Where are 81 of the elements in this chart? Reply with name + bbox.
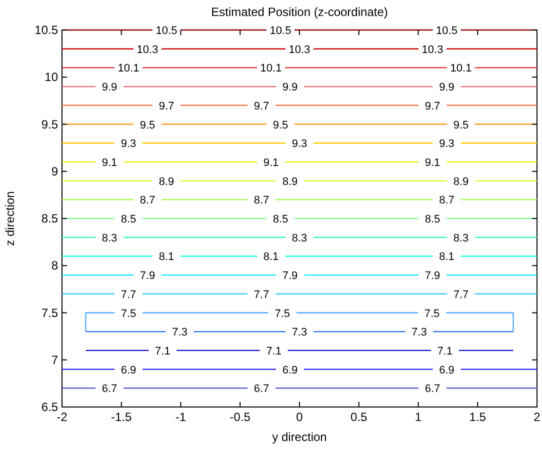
text: 7.3 [412,326,427,339]
text: 8.1 [263,251,279,264]
series-label: 9.9 [102,82,118,94]
text: 8.7 [254,194,270,207]
x-tick-label: -0.5 [230,410,251,424]
series-label: 10.1 [118,62,140,75]
series-label: 7.5 [120,308,136,320]
text: 9.7 [254,100,270,112]
text: 9.5 [272,119,288,132]
y-tick-label: 7 [51,352,58,367]
text: 8.7 [439,194,454,207]
text: 6.9 [282,364,298,376]
y-tick-label: 8 [51,258,58,273]
text: 9.1 [424,156,440,169]
series-label: 8.9 [158,176,174,188]
text: 9.5 [453,119,469,132]
text: 7.5 [424,308,440,320]
x-tick-label: 0.5 [350,410,368,424]
text: 10.3 [288,44,310,56]
y-tick-label: 8.5 [41,212,58,226]
series-label: 7.3 [172,326,188,339]
text: 7.5 [274,308,290,320]
series-label: 7.9 [140,270,156,282]
chart-title: Estimated Position (z-coordinate) [211,5,388,19]
text: 8.9 [282,176,298,188]
text: 9.1 [263,156,279,169]
series-label: 9.7 [158,100,174,112]
y-tick-label: 7.5 [41,306,58,320]
x-axis-title: y direction [272,430,327,444]
text: 7.7 [453,288,469,301]
text: 8.1 [439,251,454,264]
y-tick-label: 10.5 [34,23,58,37]
text: 6.7 [254,383,270,396]
text: 10.3 [422,44,444,56]
text: 7.7 [254,288,270,301]
text: 9.9 [439,82,454,94]
series-label: 8.7 [140,194,156,207]
text: 7.3 [292,326,308,339]
x-tick-label: -2 [56,410,68,424]
series-label: 7.7 [120,288,136,301]
text: 7.9 [282,270,298,282]
text: 9.3 [439,138,454,150]
y-tick-label: 9.5 [41,117,58,132]
text: 8.5 [272,214,288,226]
x-tick-label: 1 [414,410,422,424]
x-tick-label: -1.5 [111,410,132,424]
text: 8.5 [424,214,440,226]
text: 8.3 [453,232,469,244]
text: 10.1 [450,62,472,75]
text: 7.1 [437,345,452,358]
series-label: 9.5 [140,119,156,132]
y-axis-title: z direction [3,191,17,246]
series-label: 6.7 [102,383,118,396]
x-tick-label: -1 [175,410,186,424]
text: 10.1 [260,62,282,75]
series-label: 8.3 [102,232,118,244]
series-label: 6.9 [120,364,136,376]
series-label: 10.3 [136,44,158,56]
text: 8.3 [292,232,308,244]
text: 9.3 [292,138,308,150]
series-label: 10.5 [156,25,178,37]
text: 10.5 [270,25,292,37]
x-tick-label: 1.5 [469,410,486,424]
series-label: 8.5 [120,214,136,226]
text: 8.9 [453,176,469,188]
text: 9.9 [282,82,298,94]
y-tick-label: 6.5 [41,400,58,414]
y-tick-label: 9 [51,164,58,178]
series-label: 9.3 [120,138,136,150]
text: 6.7 [424,383,440,396]
series-label: 9.1 [102,156,118,169]
text: 7.1 [266,345,282,358]
x-tick-label: 2 [534,410,541,424]
y-tick-label: 10 [44,70,58,84]
text: 9.7 [424,100,440,112]
text: 10.5 [436,25,458,37]
text: 7.9 [424,270,440,282]
text: 6.9 [439,364,454,376]
series-label: 8.1 [158,251,174,264]
x-tick-label: 0 [296,410,304,424]
series-label: 7.1 [155,345,170,358]
